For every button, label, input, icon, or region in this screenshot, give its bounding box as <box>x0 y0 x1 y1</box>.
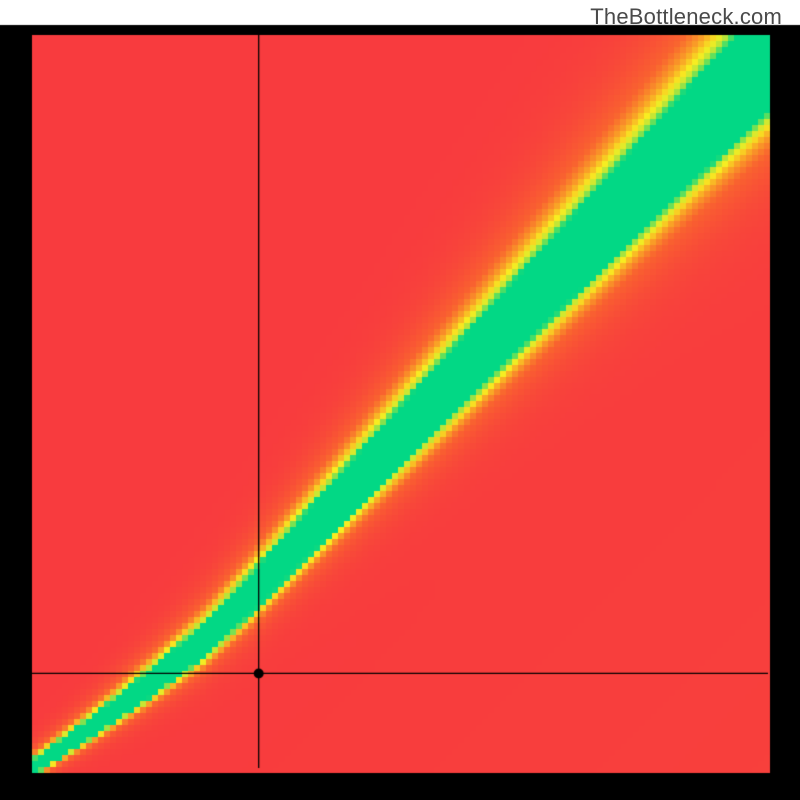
watermark-label: TheBottleneck.com <box>590 4 782 30</box>
heatmap-canvas <box>0 0 800 800</box>
chart-container: TheBottleneck.com <box>0 0 800 800</box>
